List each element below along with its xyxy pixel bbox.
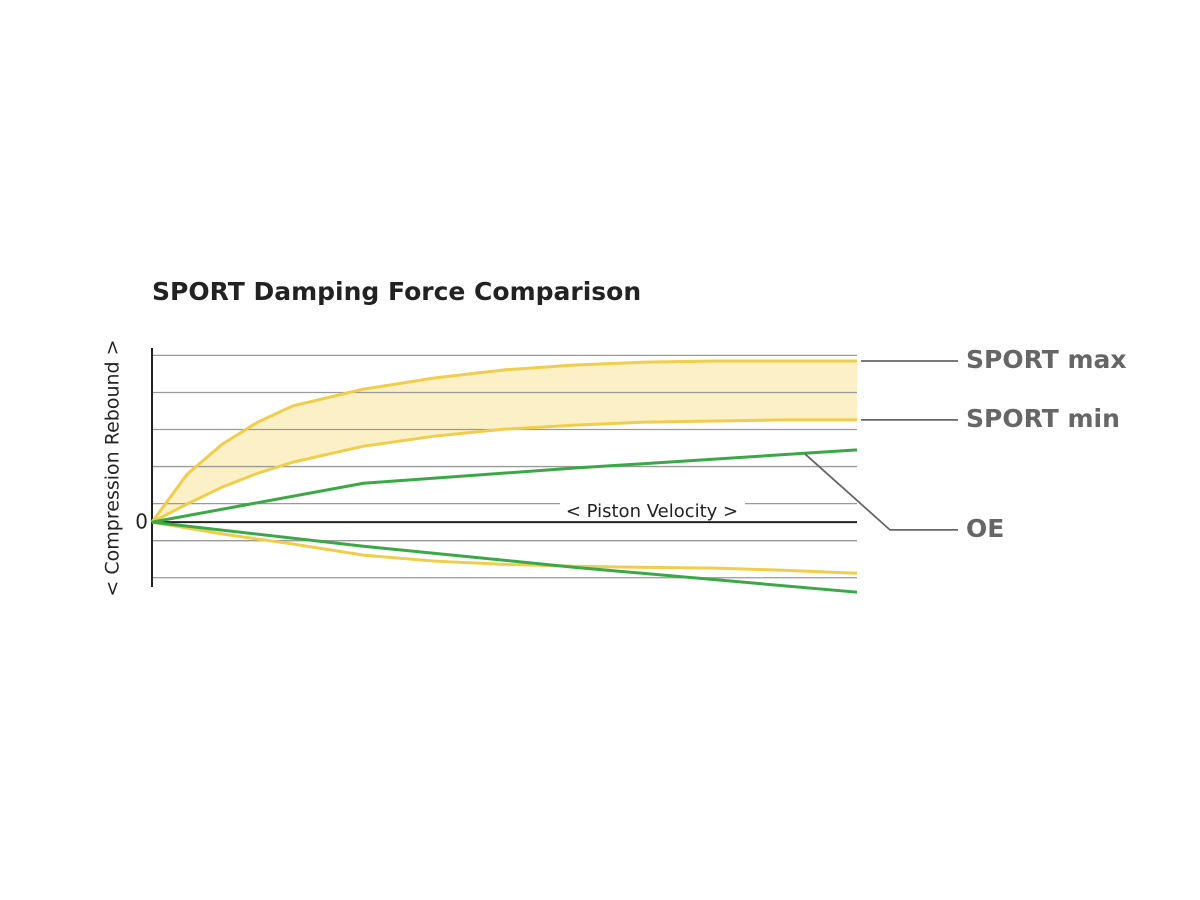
x-axis-label: < Piston Velocity > xyxy=(566,501,738,522)
chart-title: SPORT Damping Force Comparison xyxy=(152,277,641,306)
series-line xyxy=(151,520,858,575)
x-label-bg xyxy=(560,500,745,521)
series-line xyxy=(151,448,858,524)
y-axis-label: < Compression Rebound > xyxy=(102,339,124,596)
band xyxy=(152,360,857,523)
legend-label: SPORT max xyxy=(966,345,1127,374)
series-line xyxy=(151,520,858,594)
legend-label: SPORT min xyxy=(966,404,1120,433)
leader-line xyxy=(804,453,958,531)
y-tick-label: 0 xyxy=(135,510,148,534)
series-line xyxy=(151,418,857,524)
series-line xyxy=(150,359,857,524)
legend-label: OE xyxy=(966,514,1004,543)
